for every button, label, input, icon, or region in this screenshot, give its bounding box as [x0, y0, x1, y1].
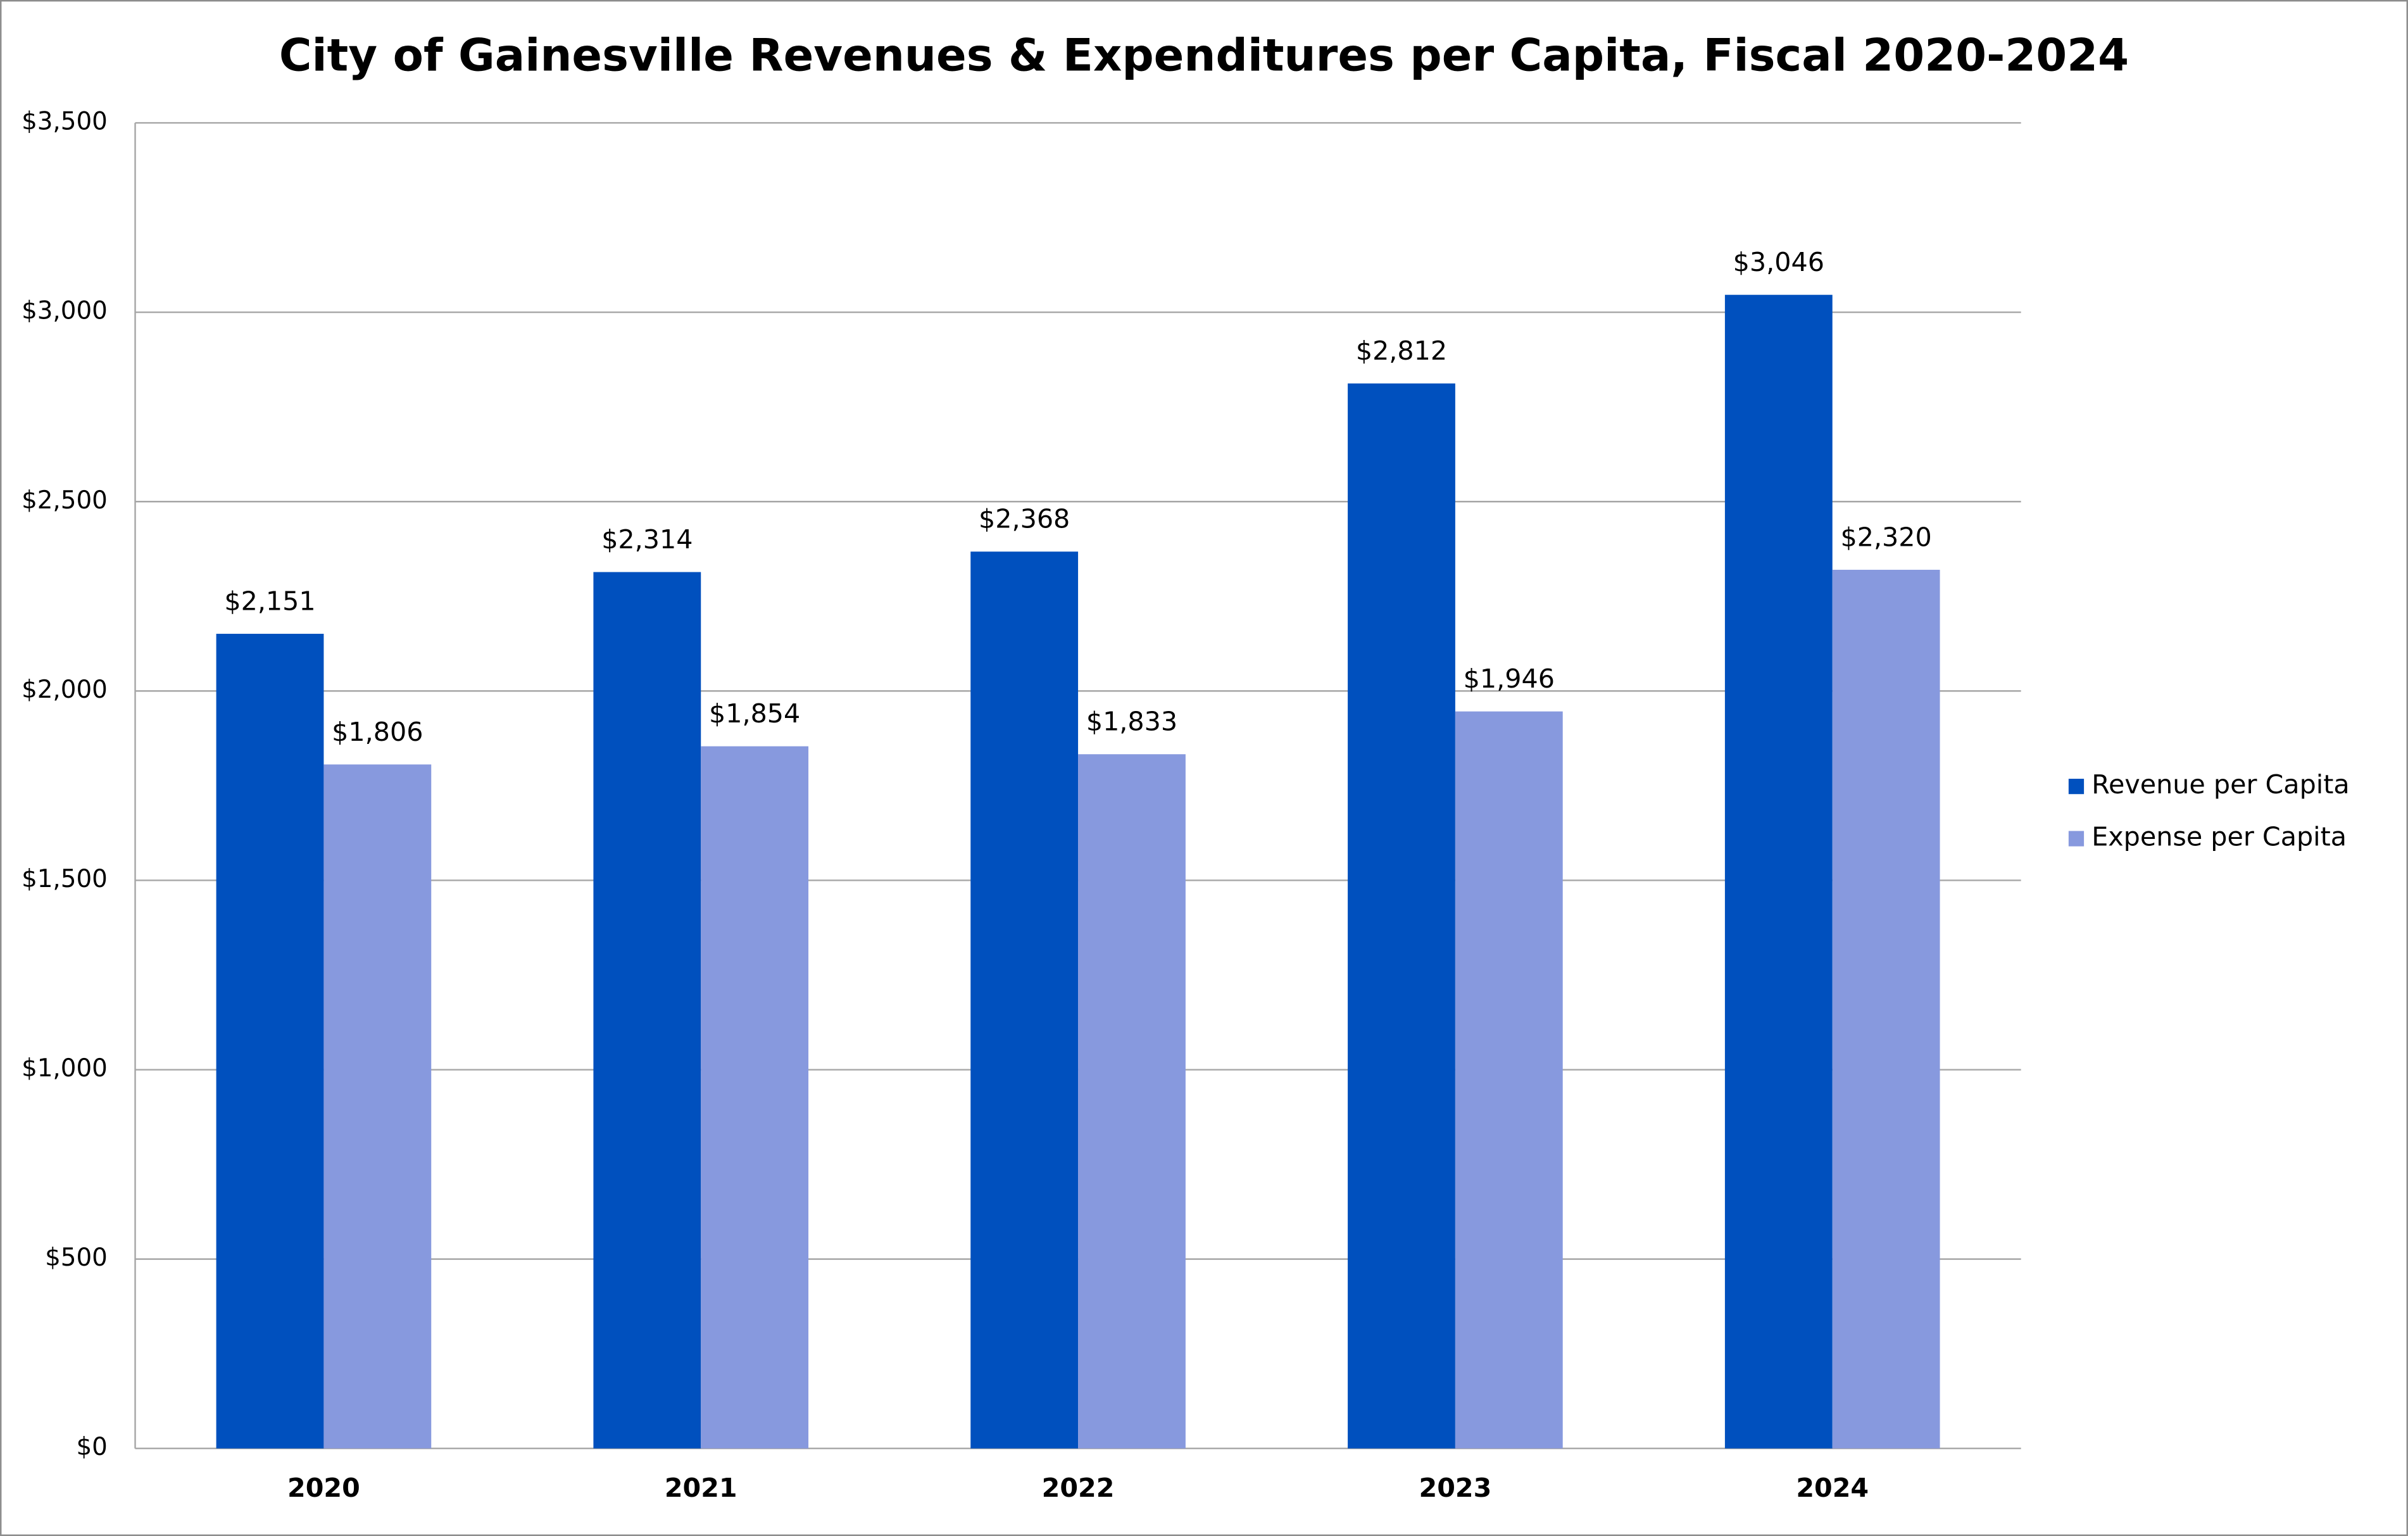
y-tick-label: $1,500	[22, 865, 108, 893]
bar	[970, 551, 1079, 1449]
y-tick-label: $2,000	[22, 676, 108, 704]
bar	[1455, 711, 1563, 1449]
value-label: $2,812	[1356, 336, 1447, 366]
value-label: $1,806	[332, 717, 423, 747]
value-label: $1,833	[1086, 707, 1177, 737]
bar	[1832, 569, 1940, 1449]
x-tick-label: 2021	[665, 1473, 737, 1503]
bar	[216, 634, 324, 1449]
value-label: $2,314	[601, 524, 693, 555]
y-tick-label: $500	[45, 1243, 108, 1272]
x-tick-label: 2022	[1042, 1473, 1115, 1503]
bar	[1078, 754, 1186, 1449]
value-label: $2,368	[979, 504, 1070, 534]
value-label: $2,151	[224, 586, 315, 617]
bar	[701, 746, 809, 1449]
y-tick-label: $1,000	[22, 1054, 108, 1083]
y-tick-label: $2,500	[22, 486, 108, 515]
y-tick-label: $3,500	[22, 108, 108, 136]
legend-swatch	[2068, 778, 2085, 795]
bar	[593, 572, 701, 1449]
x-tick-label: 2020	[287, 1473, 360, 1503]
x-tick-label: 2024	[1796, 1473, 1869, 1503]
value-label: $1,946	[1464, 664, 1555, 694]
legend-label: Expense per Capita	[2091, 822, 2347, 852]
value-label: $3,046	[1733, 247, 1824, 277]
bar	[1348, 383, 1455, 1449]
value-label: $1,854	[709, 698, 800, 729]
bar	[323, 764, 432, 1449]
legend-swatch	[2068, 831, 2085, 847]
bar	[1724, 294, 1833, 1449]
value-label: $2,320	[1840, 522, 1931, 552]
chart-title: City of Gainesville Revenues & Expenditu…	[279, 30, 2129, 82]
y-tick-label: $0	[76, 1433, 107, 1461]
y-tick-label: $3,000	[22, 297, 108, 325]
x-tick-label: 2023	[1419, 1473, 1492, 1503]
legend-label: Revenue per Capita	[2091, 769, 2349, 800]
